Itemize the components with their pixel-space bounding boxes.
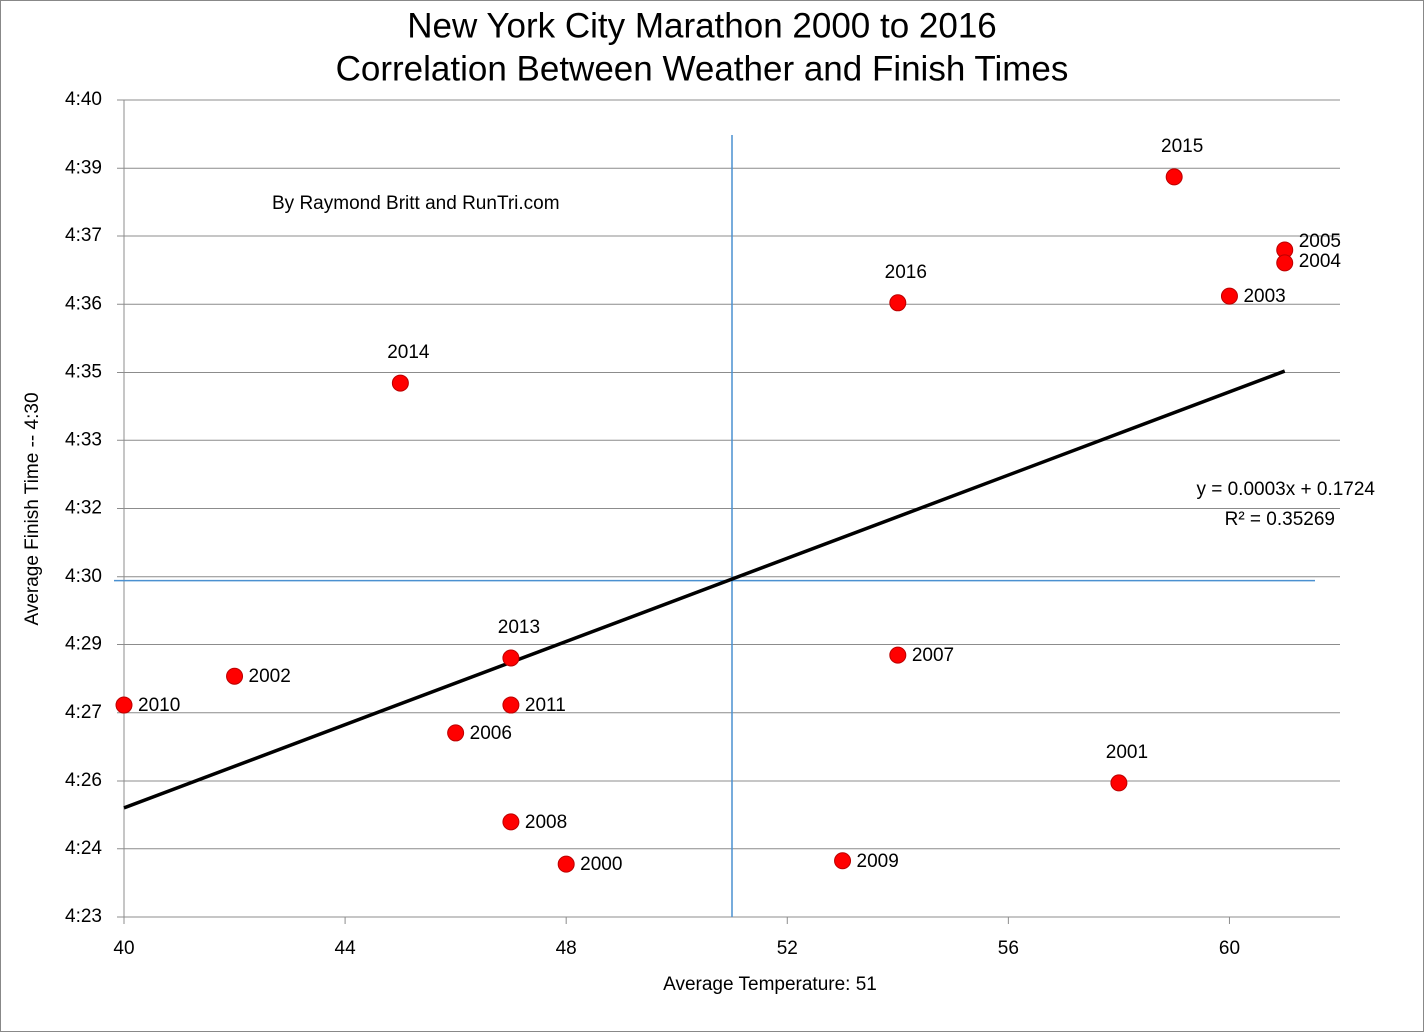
x-tick-label: 56 <box>998 938 1019 959</box>
y-tick-label: 4:30 <box>65 566 102 587</box>
trend-equation: y = 0.0003x + 0.1724 <box>1196 479 1375 500</box>
point-label: 2015 <box>1161 136 1203 157</box>
data-point <box>557 855 575 873</box>
chart-title: New York City Marathon 2000 to 2016 <box>407 6 997 45</box>
y-tick-label: 4:29 <box>65 634 102 655</box>
x-tick-label: 40 <box>113 938 134 959</box>
y-tick-label: 4:40 <box>65 89 102 110</box>
data-point <box>502 813 520 831</box>
data-point <box>226 667 244 685</box>
data-point <box>1220 287 1238 305</box>
point-label: 2011 <box>525 695 566 716</box>
point-label: 2009 <box>857 851 899 872</box>
point-label: 2005 <box>1299 231 1341 252</box>
data-point <box>502 696 520 714</box>
y-tick-label: 4:35 <box>65 362 102 383</box>
data-point <box>502 649 520 667</box>
point-label: 2008 <box>525 812 567 833</box>
x-tick-label: 52 <box>777 938 798 959</box>
y-tick-label: 4:39 <box>65 157 102 178</box>
y-tick-label: 4:26 <box>65 770 102 791</box>
y-tick-label: 4:27 <box>65 702 102 723</box>
trendline <box>123 369 1286 810</box>
data-point <box>889 646 907 664</box>
point-label: 2014 <box>387 342 430 363</box>
x-tick-label: 48 <box>556 938 577 959</box>
chart-subtitle: By Raymond Britt and RunTri.com <box>272 193 560 214</box>
trend-r-squared: R² = 0.35269 <box>1225 509 1335 530</box>
y-tick-label: 4:32 <box>65 498 102 519</box>
data-point <box>391 374 409 392</box>
y-tick-label: 4:37 <box>65 225 102 246</box>
point-label: 2007 <box>912 645 954 666</box>
point-label: 2006 <box>470 723 512 744</box>
y-tick-label: 4:24 <box>65 838 102 859</box>
point-label: 2000 <box>580 854 622 875</box>
y-tick-label: 4:36 <box>65 293 102 314</box>
point-label: 2004 <box>1299 251 1342 272</box>
data-point <box>889 294 907 312</box>
point-label: 2001 <box>1106 742 1148 763</box>
x-tick-label: 60 <box>1219 938 1240 959</box>
x-axis-label: Average Temperature: 51 <box>663 974 877 995</box>
data-point <box>1165 168 1183 186</box>
data-point <box>1110 774 1128 792</box>
point-label: 2016 <box>885 262 927 283</box>
y-axis-label: Average Finish Time -- 4:30 <box>22 392 43 625</box>
y-tick-label: 4:33 <box>65 429 102 450</box>
y-tick-label: 4:23 <box>65 906 102 927</box>
point-label: 2013 <box>498 617 540 638</box>
data-point <box>1276 254 1294 272</box>
point-label: 2002 <box>249 666 291 687</box>
point-label: 2003 <box>1243 286 1285 307</box>
x-tick-label: 44 <box>335 938 357 959</box>
point-label: 2010 <box>138 695 180 716</box>
data-point <box>447 724 465 742</box>
data-point <box>115 696 133 714</box>
data-point <box>834 852 852 870</box>
chart-title: Correlation Between Weather and Finish T… <box>336 49 1069 88</box>
